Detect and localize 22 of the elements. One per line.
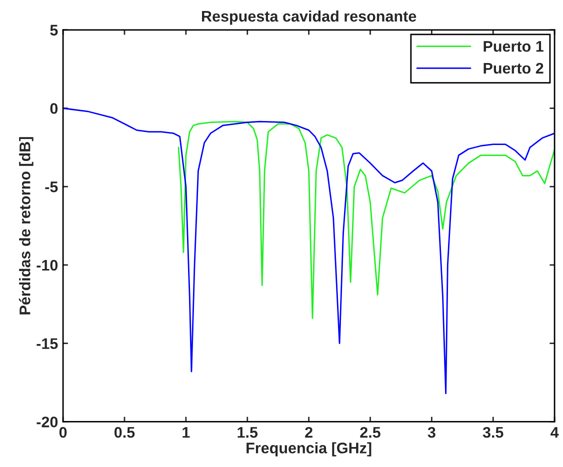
- x-tick-label: 1: [182, 427, 190, 438]
- line-series: [178, 120, 555, 319]
- x-tick-label: 0.5: [114, 426, 135, 438]
- y-axis-title: Pérdidas de retorno [dB]: [18, 137, 34, 314]
- x-axis-title: Frequencia [GHz]: [246, 442, 372, 456]
- legend-label: Puerto 1: [484, 41, 544, 52]
- chart-title: Respuesta cavidad resonante: [202, 10, 416, 25]
- legend-label: Puerto 2: [484, 62, 544, 74]
- y-tick-label: -5: [45, 182, 58, 192]
- x-tick-label: 3: [428, 426, 436, 438]
- x-tick-label: 2: [305, 426, 312, 438]
- x-tick-label: 4: [550, 427, 559, 438]
- y-tick-label: 0: [50, 103, 58, 114]
- y-tick-label: 5: [50, 24, 58, 36]
- y-tick-label: -20: [36, 416, 58, 428]
- y-tick-label: -10: [36, 260, 58, 271]
- x-tick-label: 3.5: [482, 426, 504, 438]
- x-tick-label: 0: [59, 426, 67, 438]
- line-series: [63, 108, 555, 394]
- y-tick-label: -15: [36, 338, 58, 350]
- x-tick-label: 2.5: [360, 426, 380, 438]
- x-tick-label: 1.5: [238, 427, 258, 438]
